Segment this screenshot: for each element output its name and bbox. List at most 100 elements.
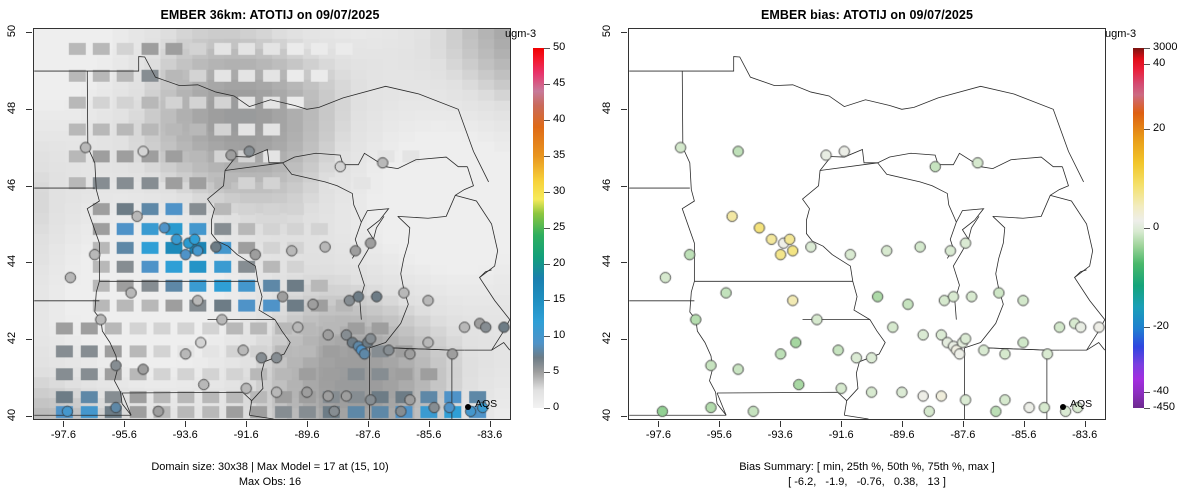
y-tick <box>621 185 627 187</box>
colorbar-tick-label: 25 <box>553 221 566 233</box>
colorbar-tick <box>1144 129 1150 130</box>
x-tick-label: -89.6 <box>889 429 915 441</box>
x-tick <box>1023 421 1025 427</box>
x-tick-label: -83.6 <box>1072 429 1098 441</box>
bias-colorbar-gradient <box>1133 48 1144 408</box>
bias-colorbar-title: ugm-3 <box>1105 28 1137 40</box>
model-map-plot[interactable] <box>33 28 511 420</box>
colorbar-tick <box>544 156 550 157</box>
x-tick-label: -93.6 <box>767 429 793 441</box>
y-tick <box>621 31 627 33</box>
x-tick-label: -93.6 <box>172 429 198 441</box>
colorbar-tick <box>1144 48 1150 49</box>
colorbar-tick <box>1144 327 1150 328</box>
x-tick <box>246 421 248 427</box>
colorbar-tick-label: 40 <box>553 113 566 125</box>
colorbar-tick <box>544 264 550 265</box>
colorbar-tick <box>544 336 550 337</box>
aqs-legend-label: AQS <box>475 398 498 410</box>
y-tick <box>621 416 627 418</box>
model-observation-points <box>34 29 510 419</box>
x-tick <box>367 421 369 427</box>
model-caption-line2: Max Obs: 16 <box>238 476 302 488</box>
colorbar-tick-label: 15 <box>553 293 566 305</box>
colorbar-tick <box>1144 64 1150 66</box>
colorbar-tick <box>1144 408 1150 409</box>
model-colorbar: ugm-3 50 45 40 35 30 25 20 15 10 5 0 <box>505 28 566 413</box>
x-tick <box>185 421 187 427</box>
x-tick-label: -97.6 <box>50 429 76 441</box>
colorbar-tick-label: 35 <box>553 149 566 161</box>
x-tick <box>1084 421 1086 427</box>
x-tick <box>489 421 491 427</box>
colorbar-tick <box>544 192 550 193</box>
colorbar-tick <box>544 408 550 409</box>
colorbar-tick-label: 50 <box>553 41 566 53</box>
y-tick <box>26 31 32 33</box>
x-tick <box>962 421 964 427</box>
y-tick <box>621 339 627 341</box>
x-tick-label: -83.6 <box>477 429 503 441</box>
bias-panel: EMBER bias: ATOTIJ on 09/07/2025 -97.6 -9… <box>600 0 1200 502</box>
bias-map-plot[interactable] <box>628 28 1106 420</box>
colorbar-tick-label: 20 <box>553 257 566 269</box>
y-tick <box>26 416 32 418</box>
x-tick <box>780 421 782 427</box>
aqs-legend-dot <box>465 404 471 410</box>
x-tick <box>124 421 126 427</box>
colorbar-tick-label: 30 <box>553 185 566 197</box>
x-tick-label: -95.6 <box>706 429 732 441</box>
x-tick-label: -87.6 <box>950 429 976 441</box>
y-tick <box>26 262 32 264</box>
x-tick-label: -97.6 <box>645 429 671 441</box>
x-tick <box>902 421 903 427</box>
model-caption-line1: Domain size: 30x38 | Max Model = 17 at (… <box>151 461 389 473</box>
colorbar-tick <box>544 372 550 373</box>
y-tick <box>621 108 627 110</box>
x-tick <box>719 421 721 427</box>
colorbar-tick <box>544 228 550 229</box>
colorbar-tick <box>1144 391 1150 393</box>
aqs-legend-dot-bias <box>1060 404 1066 410</box>
bias-colorbar: ugm-3 3000 40 20 0 -20 -40 -450 <box>600 0 1200 502</box>
colorbar-tick-label: -450 <box>1153 401 1176 413</box>
x-tick <box>307 421 308 427</box>
colorbar-tick-label: 20 <box>1153 122 1166 134</box>
colorbar-tick-label: -20 <box>1153 320 1169 332</box>
model-colorbar-gradient <box>533 48 544 408</box>
colorbar-tick-label: 5 <box>553 365 560 377</box>
colorbar-tick <box>544 120 550 121</box>
x-tick-label: -91.6 <box>828 429 854 441</box>
aqs-legend-label-bias: AQS <box>1070 398 1093 410</box>
colorbar-tick-label: 0 <box>1153 221 1160 233</box>
y-tick <box>26 108 32 110</box>
x-tick-label: -89.6 <box>294 429 320 441</box>
bias-caption-line1: Bias Summary: [ min, 25th %, 50th %, 75t… <box>739 461 995 473</box>
model-panel-title: EMBER 36km: ATOTIJ on 09/07/2025 <box>160 8 380 22</box>
colorbar-tick-label: 3000 <box>1153 41 1178 53</box>
x-tick <box>63 421 65 427</box>
colorbar-tick <box>544 48 550 49</box>
x-tick-label: -85.6 <box>1011 429 1037 441</box>
x-tick <box>841 421 843 427</box>
colorbar-tick <box>544 300 550 301</box>
y-tick <box>26 339 32 341</box>
x-tick-label: -85.6 <box>416 429 442 441</box>
colorbar-tick-label: -40 <box>1153 384 1169 397</box>
bias-caption-line2: [ -6.2, -1.9, -0.76, 0.38, 13 ] <box>788 476 946 488</box>
x-tick <box>658 421 660 427</box>
model-colorbar-title: ugm-3 <box>505 28 537 40</box>
colorbar-tick-label: 40 <box>1153 57 1166 70</box>
x-tick-label: -87.6 <box>355 429 381 441</box>
bias-observation-points <box>629 29 1105 419</box>
y-tick <box>621 262 627 264</box>
y-tick <box>26 185 32 187</box>
bias-panel-title: EMBER bias: ATOTIJ on 09/07/2025 <box>760 8 974 22</box>
colorbar-tick <box>544 84 550 85</box>
colorbar-tick-label: 0 <box>553 401 560 413</box>
colorbar-tick <box>1144 228 1150 229</box>
model-panel: EMBER 36km: ATOTIJ on 09/07/2025 -97.6 -9… <box>6 8 566 488</box>
colorbar-tick-label: 45 <box>553 77 566 89</box>
x-tick-label: -91.6 <box>233 429 259 441</box>
colorbar-tick-label: 10 <box>553 329 566 341</box>
